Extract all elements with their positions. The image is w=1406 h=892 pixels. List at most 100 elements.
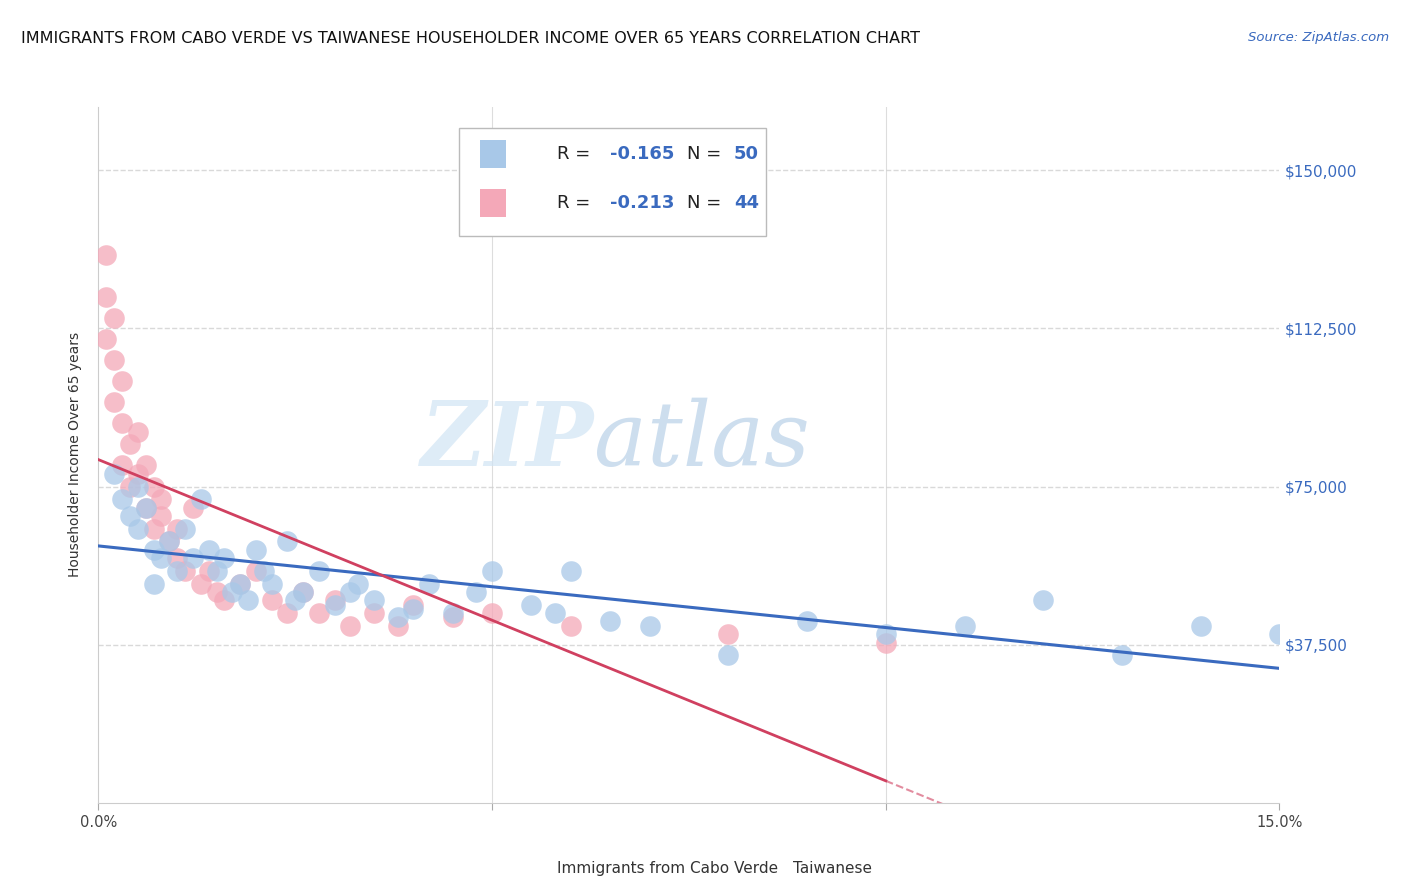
Point <box>174 522 197 536</box>
Point <box>347 576 370 591</box>
Point <box>142 522 165 536</box>
Point <box>796 615 818 629</box>
Point <box>111 492 134 507</box>
Point <box>111 417 134 431</box>
Point <box>308 606 330 620</box>
Point <box>236 593 259 607</box>
Point <box>260 576 283 591</box>
Point <box>205 585 228 599</box>
FancyBboxPatch shape <box>458 128 766 235</box>
Text: Source: ZipAtlas.com: Source: ZipAtlas.com <box>1249 31 1389 45</box>
Point <box>214 593 236 607</box>
Point <box>363 593 385 607</box>
Text: Immigrants from Cabo Verde: Immigrants from Cabo Verde <box>557 862 778 877</box>
Text: R =: R = <box>557 194 596 212</box>
Text: Taiwanese: Taiwanese <box>793 862 872 877</box>
Point <box>96 247 118 261</box>
Point <box>276 606 298 620</box>
Point <box>111 374 134 388</box>
Point <box>229 576 252 591</box>
Point <box>166 522 188 536</box>
Point <box>190 492 212 507</box>
Point <box>441 610 464 624</box>
Point <box>197 542 219 557</box>
Point <box>157 534 180 549</box>
Point <box>323 598 346 612</box>
Point <box>1032 593 1054 607</box>
Point <box>544 606 567 620</box>
Point <box>103 310 125 325</box>
Point <box>1111 648 1133 663</box>
Point <box>1189 618 1212 632</box>
Text: N =: N = <box>686 194 727 212</box>
Point <box>638 618 661 632</box>
Point <box>150 509 173 524</box>
Point <box>127 479 149 493</box>
Point <box>339 585 361 599</box>
Point <box>875 635 897 649</box>
Text: atlas: atlas <box>595 398 810 484</box>
Point <box>441 606 464 620</box>
Point <box>520 598 543 612</box>
Point <box>135 500 157 515</box>
Point <box>284 593 307 607</box>
Text: N =: N = <box>686 145 727 163</box>
Point <box>481 606 503 620</box>
Point <box>465 585 488 599</box>
Point <box>174 564 197 578</box>
FancyBboxPatch shape <box>479 140 506 169</box>
Y-axis label: Householder Income Over 65 years: Householder Income Over 65 years <box>69 333 83 577</box>
Point <box>292 585 315 599</box>
Point <box>142 576 165 591</box>
Point <box>1268 627 1291 641</box>
Point <box>402 602 425 616</box>
Point <box>190 576 212 591</box>
Text: -0.213: -0.213 <box>610 194 675 212</box>
Point <box>292 585 315 599</box>
Point <box>418 576 440 591</box>
Point <box>181 500 204 515</box>
Point <box>214 551 236 566</box>
Point <box>135 458 157 473</box>
Point <box>103 395 125 409</box>
Point <box>323 593 346 607</box>
Point <box>339 618 361 632</box>
Point <box>103 467 125 481</box>
Point <box>181 551 204 566</box>
Point <box>599 615 621 629</box>
Point <box>197 564 219 578</box>
Point <box>717 627 740 641</box>
Point <box>875 627 897 641</box>
Point <box>142 479 165 493</box>
Point <box>142 542 165 557</box>
Point <box>387 610 409 624</box>
Point <box>229 576 252 591</box>
Text: ZIP: ZIP <box>420 398 595 484</box>
Point <box>118 509 141 524</box>
Point <box>103 353 125 368</box>
Point <box>96 290 118 304</box>
Point <box>717 648 740 663</box>
Point <box>205 564 228 578</box>
Point <box>118 479 141 493</box>
Point <box>245 542 267 557</box>
Point <box>150 551 173 566</box>
Point <box>481 564 503 578</box>
Point <box>221 585 243 599</box>
FancyBboxPatch shape <box>479 189 506 217</box>
Point <box>135 500 157 515</box>
Point <box>308 564 330 578</box>
FancyBboxPatch shape <box>748 856 783 884</box>
Point <box>363 606 385 620</box>
FancyBboxPatch shape <box>512 856 547 884</box>
Point <box>387 618 409 632</box>
Point <box>953 618 976 632</box>
Point <box>253 564 276 578</box>
Point <box>150 492 173 507</box>
Text: IMMIGRANTS FROM CABO VERDE VS TAIWANESE HOUSEHOLDER INCOME OVER 65 YEARS CORRELA: IMMIGRANTS FROM CABO VERDE VS TAIWANESE … <box>21 31 920 46</box>
Point <box>127 425 149 439</box>
Point <box>96 332 118 346</box>
Text: 44: 44 <box>734 194 759 212</box>
Point <box>118 437 141 451</box>
Point <box>111 458 134 473</box>
